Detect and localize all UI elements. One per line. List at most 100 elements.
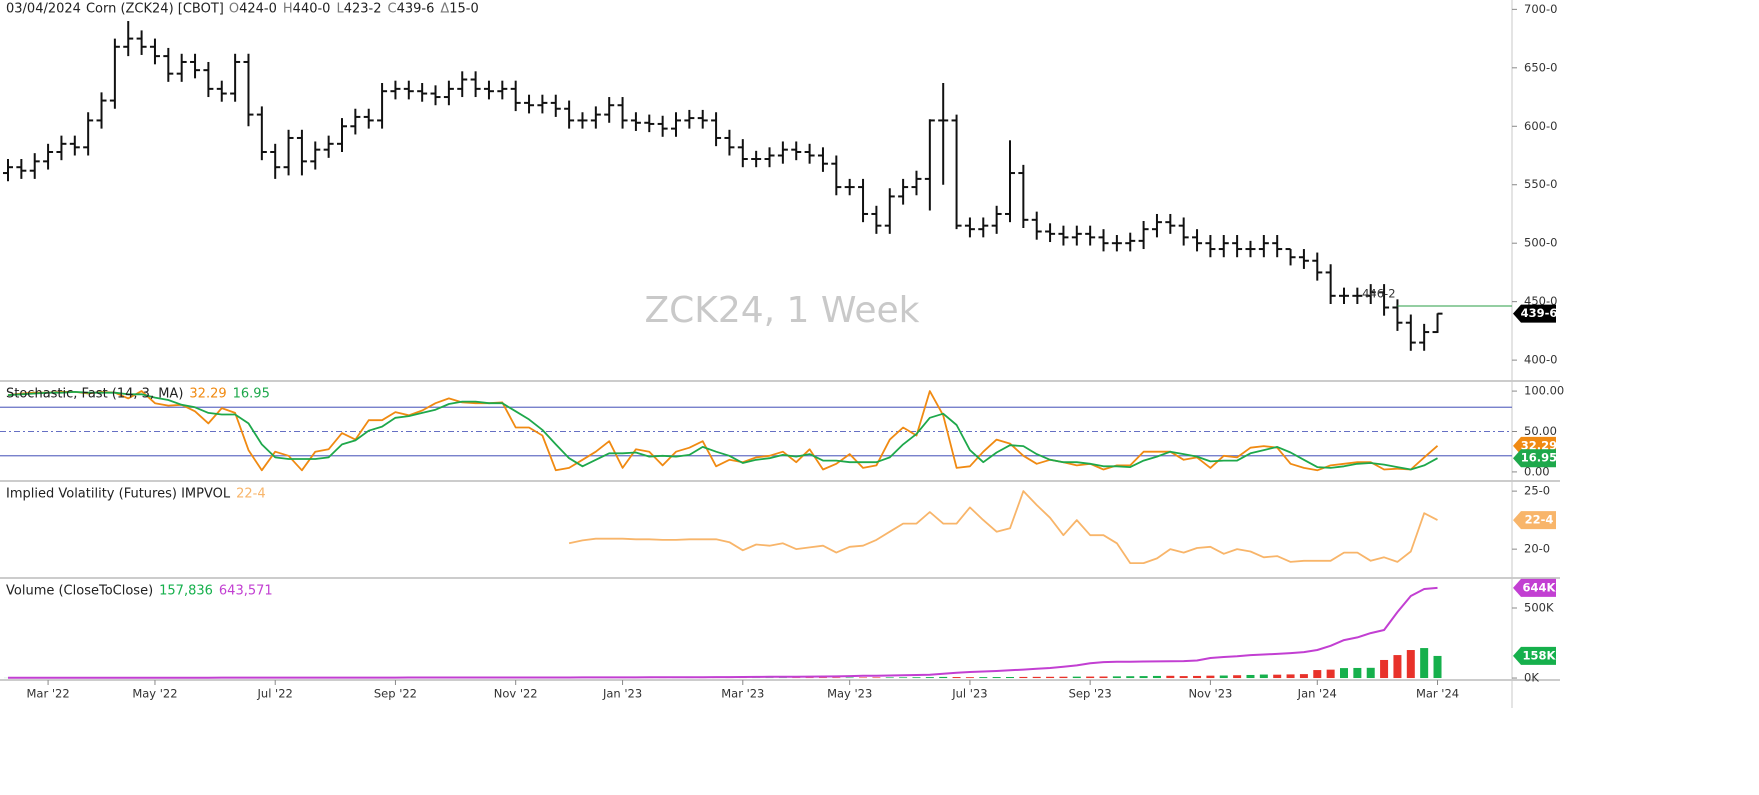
legend-text: Stochastic, Fast (14, 3, MA) — [6, 387, 183, 402]
legend-text: L — [336, 2, 344, 17]
volume-bar — [1139, 676, 1148, 679]
last-value-badge: 644K — [1523, 580, 1557, 594]
x-tick-label: Nov '23 — [1188, 687, 1232, 701]
x-tick-label: Sep '22 — [374, 687, 417, 701]
volume-bar — [1032, 676, 1041, 679]
last-value-badge-bg — [1513, 646, 1556, 665]
volume-bar — [1206, 675, 1215, 679]
y-tick-label: 400-0 — [1524, 353, 1557, 367]
volume-bar — [1166, 675, 1175, 679]
legend-text: Δ — [440, 2, 449, 17]
volume-bar — [1353, 667, 1362, 679]
legend-text: 22-4 — [236, 487, 266, 502]
volume-bar — [1313, 670, 1322, 679]
legend-text: 423-2 — [344, 2, 382, 17]
volume-bar — [979, 677, 988, 679]
volume-bar — [912, 677, 921, 679]
x-tick-label: Mar '24 — [1416, 687, 1459, 701]
watermark: ZCK24, 1 Week — [644, 290, 919, 331]
volume-bar — [1046, 676, 1055, 679]
volume-bar — [1219, 675, 1228, 679]
volume-bar — [1233, 675, 1242, 679]
volume-bar — [1059, 676, 1068, 679]
x-tick-label: May '23 — [827, 687, 872, 701]
legend-text: 439-6 — [397, 2, 435, 17]
x-tick-label: Nov '22 — [494, 687, 538, 701]
last-value-badge: 158K — [1523, 648, 1557, 662]
volume-bar — [885, 677, 894, 679]
volume-bar — [1380, 659, 1389, 679]
x-tick-label: Jul '22 — [257, 687, 293, 701]
volume-bar — [1326, 669, 1335, 679]
x-tick-label: May '22 — [132, 687, 177, 701]
y-tick-label: 0K — [1524, 671, 1539, 685]
last-value-badge: 32.29 — [1521, 438, 1557, 452]
x-tick-label: Jan '23 — [602, 687, 642, 701]
volume-bar — [1393, 655, 1402, 679]
volume-bar — [1152, 675, 1161, 679]
volume-bar — [1273, 674, 1282, 679]
y-tick-label: 100.00 — [1524, 384, 1564, 398]
volume-bar — [1006, 676, 1014, 679]
y-tick-label: 50.00 — [1524, 424, 1557, 438]
legend-text: O — [229, 2, 239, 17]
volume-bar — [1179, 676, 1188, 679]
legend-text: 32.29 — [189, 387, 226, 402]
line — [8, 586, 1438, 679]
volume-bar — [1126, 676, 1135, 679]
x-tick-label: Mar '22 — [27, 687, 70, 701]
last-value-badge: 16.95 — [1521, 451, 1557, 465]
volume-bar — [1086, 676, 1095, 679]
last-price-badge-bg — [1513, 304, 1556, 323]
y-tick-label: 600-0 — [1524, 119, 1557, 133]
volume-bar — [1433, 655, 1442, 679]
legend-text: 157,836 — [159, 584, 213, 599]
volume-bar — [1019, 676, 1028, 679]
legend-text: Corn (ZCK24) [CBOT] — [86, 2, 224, 17]
legend-text: C — [387, 2, 396, 17]
last-price-badge: 439-6 — [1521, 306, 1558, 320]
x-tick-label: Jan '24 — [1297, 687, 1337, 701]
y-tick-label: 500K — [1524, 601, 1554, 615]
last-value-badge-bg — [1513, 511, 1556, 530]
line — [7, 390, 1439, 472]
volume-bar — [1366, 667, 1375, 679]
last-value-badge-bg — [1513, 449, 1556, 468]
volume-bar — [1420, 648, 1429, 679]
x-tick-label: Sep '23 — [1069, 687, 1112, 701]
volume-bar — [1072, 676, 1081, 679]
last-value-badge: 22-4 — [1525, 513, 1554, 527]
volume-bar — [859, 677, 868, 679]
volume-bar — [939, 676, 948, 679]
legend-text: 03/04/2024 — [6, 2, 81, 17]
y-tick-label: 20-0 — [1524, 542, 1550, 556]
volume-bar — [1259, 674, 1268, 679]
y-tick-label: 500-0 — [1524, 236, 1557, 250]
y-tick-label: 650-0 — [1524, 60, 1557, 74]
volume-bar — [872, 677, 881, 679]
legend-text: Volume (CloseToClose) — [6, 584, 153, 599]
line — [7, 391, 1438, 471]
x-tick-label: Mar '23 — [721, 687, 764, 701]
volume-bar — [899, 677, 908, 679]
volume-bar — [1193, 675, 1202, 679]
volume-bar — [992, 677, 1001, 679]
volume-bar — [1286, 674, 1295, 679]
volume-bar — [1406, 650, 1415, 679]
legend-text: H — [283, 2, 293, 17]
line — [568, 490, 1438, 564]
legend-text: Implied Volatility (Futures) IMPVOL — [6, 487, 231, 502]
y-tick-label: 0.00 — [1524, 464, 1550, 478]
volume-bar — [1340, 668, 1348, 679]
reference-label: 446-2 — [1362, 287, 1395, 301]
last-value-badge-bg — [1513, 578, 1556, 597]
legend-text: 16.95 — [233, 387, 270, 402]
y-tick-label: 25-0 — [1524, 484, 1550, 498]
legend-text: 643,571 — [219, 584, 273, 599]
legend-text: 424-0 — [239, 2, 277, 17]
y-tick-label: 550-0 — [1524, 177, 1557, 191]
volume-bar — [925, 677, 934, 679]
volume-bar — [1099, 676, 1108, 679]
